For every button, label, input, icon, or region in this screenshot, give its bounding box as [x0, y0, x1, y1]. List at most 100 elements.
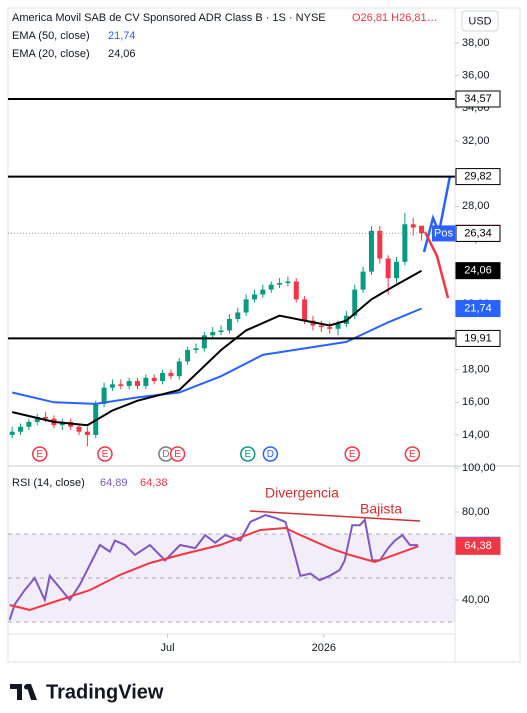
event-label: E — [349, 449, 356, 460]
price-badge-label: 29,82 — [464, 170, 492, 182]
event-label: E — [36, 449, 43, 460]
event-label: E — [174, 449, 181, 460]
event-label: D — [267, 449, 274, 460]
event-marker — [97, 446, 113, 462]
candle-body — [335, 323, 341, 329]
event-marker — [31, 446, 48, 462]
candle-body — [101, 387, 107, 404]
event-marker — [344, 446, 360, 462]
logo — [10, 684, 37, 700]
series-line — [11, 307, 422, 405]
brand: TradingView — [46, 681, 164, 703]
candle-body — [285, 281, 291, 284]
candle-body — [377, 230, 383, 259]
event-label: D — [162, 449, 169, 460]
candle-body — [419, 225, 425, 234]
candle-body — [185, 350, 191, 362]
candle-body — [251, 294, 257, 300]
y-tick-label: 38,00 — [462, 37, 490, 49]
legend-value: 64,89 — [100, 477, 128, 489]
position-tag — [432, 225, 455, 242]
candle-body — [260, 289, 266, 295]
candle-body — [76, 426, 82, 432]
price-badge — [455, 224, 501, 242]
series-line — [9, 526, 419, 611]
event-label: E — [244, 449, 251, 460]
candle-body — [293, 281, 299, 300]
candle-body — [168, 372, 174, 377]
series-line — [8, 514, 419, 621]
symbol-title: America Movil SAB de CV Sponsored ADR Cl… — [12, 12, 326, 24]
series-line — [11, 269, 423, 427]
y-tick-label: 40,00 — [462, 594, 490, 606]
y-tick-label: 36,00 — [462, 70, 490, 82]
price-badge-label: 64,38 — [464, 540, 492, 552]
legend-value: 24,06 — [108, 48, 136, 60]
price-badge — [455, 537, 501, 555]
event-label: E — [102, 449, 109, 460]
candle-body — [410, 224, 416, 228]
y-tick-label: 14,00 — [462, 429, 490, 441]
legend-value: 21,74 — [108, 30, 136, 42]
candle-body — [268, 284, 274, 290]
divergence-line — [249, 510, 421, 522]
candle-body — [34, 416, 40, 422]
candle-body — [402, 224, 408, 262]
price-badge-label: 34,57 — [464, 93, 492, 105]
projection-down — [423, 231, 450, 299]
candle-body — [193, 348, 199, 351]
event-label: E — [409, 449, 416, 460]
candle-body — [360, 271, 366, 290]
currency-box[interactable] — [461, 10, 499, 32]
ohlc: O26,81 H26,81… — [352, 12, 438, 24]
candle-body — [126, 381, 132, 386]
projection-up — [422, 175, 452, 253]
currency: USD — [468, 15, 491, 27]
candle-body — [135, 381, 141, 386]
price-badge — [455, 262, 501, 280]
candle-body — [18, 426, 24, 432]
candle-body — [394, 261, 400, 279]
candle-body — [9, 431, 15, 435]
y-tick-label: 80,00 — [462, 506, 490, 518]
price-badge — [455, 90, 501, 108]
candle-body — [201, 335, 207, 349]
candle-body — [302, 299, 308, 321]
y-tick-label: 32,00 — [462, 135, 490, 147]
candle-body — [210, 332, 216, 336]
event-marker — [240, 446, 256, 462]
x-tick-label: Jul — [161, 642, 175, 654]
candle-body — [151, 377, 157, 382]
position-tag-label: Pos — [434, 227, 453, 239]
candle-body — [327, 327, 333, 329]
x-tick-label: 2026 — [312, 642, 336, 654]
candle-body — [84, 431, 90, 435]
price-badge-label: 26,34 — [464, 227, 492, 239]
legend-label: EMA (50, close) — [12, 30, 90, 42]
candle-body — [368, 230, 374, 272]
candle-body — [118, 384, 124, 386]
annotation: Bajista — [360, 501, 402, 517]
candle-body — [176, 361, 182, 377]
event-marker — [404, 446, 421, 462]
legend-value: 64,38 — [140, 477, 168, 489]
candle-body — [218, 330, 224, 333]
y-tick-label: 16,00 — [462, 396, 490, 408]
candle-body — [235, 312, 241, 319]
y-tick-label: 28,00 — [462, 200, 490, 212]
candle-body — [352, 289, 358, 316]
event-marker — [169, 446, 186, 462]
y-tick-label: 18,00 — [462, 364, 490, 376]
price-badge-label: 24,06 — [464, 265, 492, 277]
frame — [7, 7, 521, 663]
event-marker — [262, 446, 279, 462]
candle-body — [318, 325, 324, 328]
candle-body — [226, 318, 232, 331]
candle-body — [109, 384, 115, 388]
price-badge — [455, 329, 501, 347]
candle-body — [243, 299, 249, 313]
candle-body — [277, 283, 283, 285]
rsi-title: RSI (14, close) — [12, 477, 85, 489]
